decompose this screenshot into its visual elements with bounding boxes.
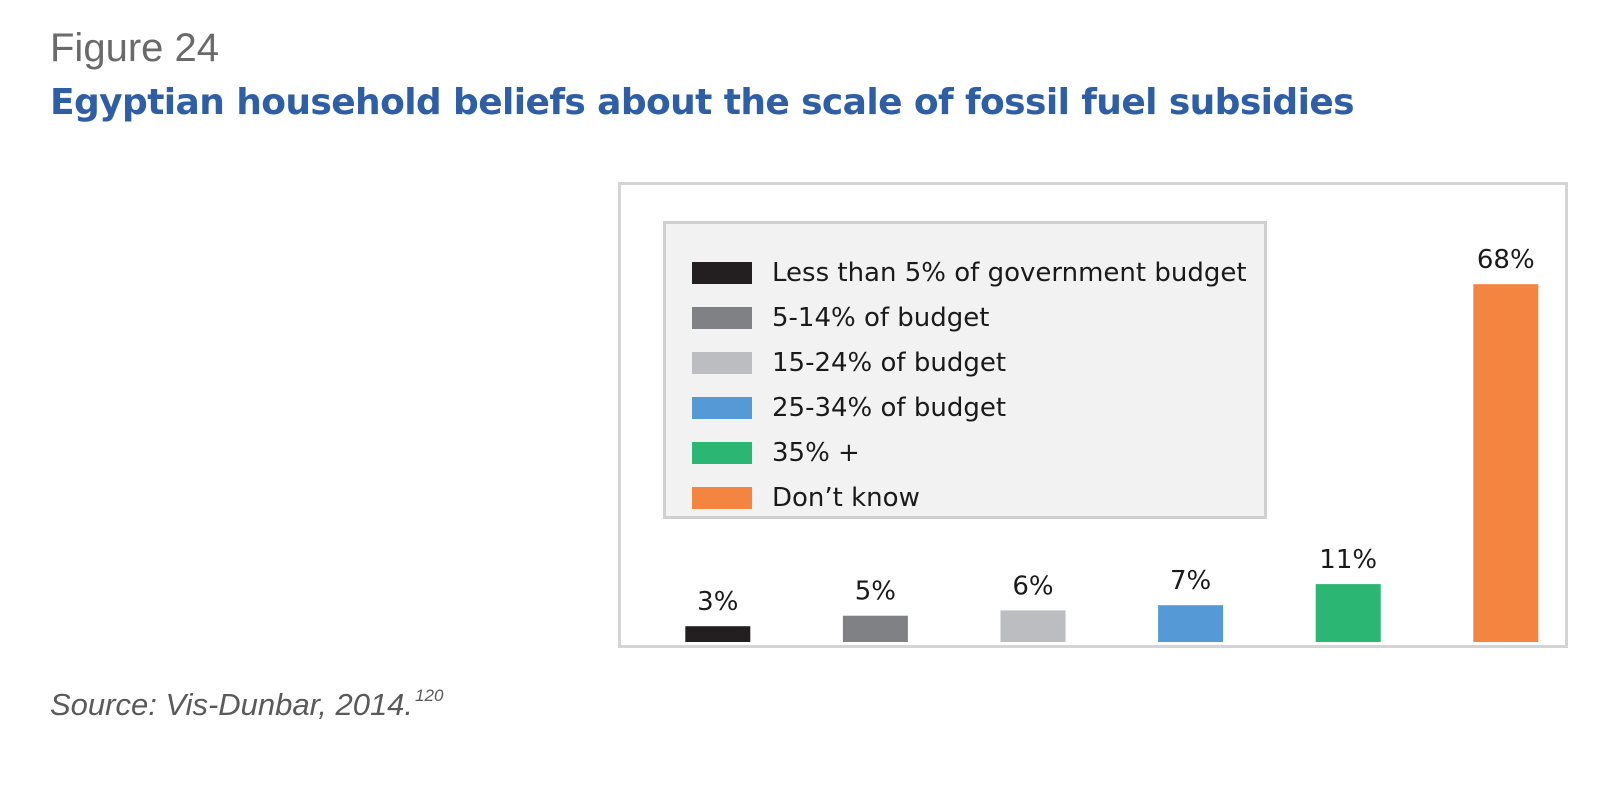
source-text: Source: Vis-Dunbar, 2014. bbox=[50, 687, 414, 722]
legend-item: 35% + bbox=[692, 430, 1264, 475]
legend-swatch bbox=[692, 486, 752, 509]
legend-swatch bbox=[692, 396, 752, 419]
figure-label: Figure 24 bbox=[50, 26, 219, 70]
legend-item: 25-34% of budget bbox=[692, 385, 1264, 430]
data-label: 68% bbox=[1477, 245, 1535, 275]
legend-swatch bbox=[692, 441, 752, 464]
data-label: 11% bbox=[1319, 545, 1377, 575]
bar-chart: 3% 5% 6% 7% 11% 68% bbox=[685, 245, 1539, 642]
bar bbox=[1315, 584, 1381, 642]
data-label: 6% bbox=[1012, 571, 1053, 601]
footnote-ref: 120 bbox=[415, 686, 444, 705]
legend-label: 15-24% of budget bbox=[772, 347, 1007, 378]
bar bbox=[1158, 605, 1224, 642]
data-label: 7% bbox=[1170, 566, 1211, 596]
legend-swatch bbox=[692, 306, 752, 329]
bar bbox=[1000, 610, 1066, 642]
source-note: Source: Vis-Dunbar, 2014. 120 bbox=[50, 686, 443, 723]
legend-label: 25-34% of budget bbox=[772, 392, 1007, 423]
bar bbox=[685, 626, 751, 642]
legend-swatch bbox=[692, 351, 752, 374]
chart-frame: 3% 5% 6% 7% 11% 68% Less than 5% of governmen… bbox=[618, 182, 1568, 648]
legend-item: 5-14% of budget bbox=[692, 295, 1264, 340]
legend-label: 35% + bbox=[772, 437, 860, 468]
data-label: 3% bbox=[697, 587, 738, 617]
legend-item: 15-24% of budget bbox=[692, 340, 1264, 385]
data-label: 5% bbox=[855, 577, 896, 607]
legend-label: Don’t know bbox=[772, 482, 920, 513]
chart-title: Egyptian household beliefs about the sca… bbox=[50, 82, 1355, 123]
legend-item: Don’t know bbox=[692, 475, 1264, 520]
bar bbox=[1473, 284, 1539, 642]
legend-label: Less than 5% of government budget bbox=[772, 257, 1247, 288]
legend-label: 5-14% of budget bbox=[772, 302, 990, 333]
legend-swatch bbox=[692, 261, 752, 284]
legend-item: Less than 5% of government budget bbox=[692, 250, 1264, 295]
chart-legend: Less than 5% of government budget 5-14% … bbox=[663, 221, 1267, 519]
bar bbox=[842, 615, 908, 642]
